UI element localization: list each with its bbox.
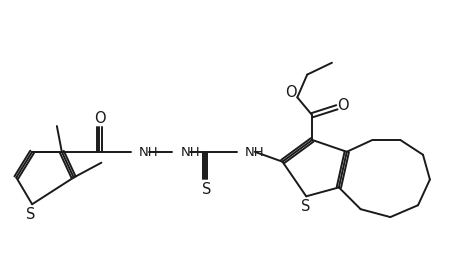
Text: O: O (286, 85, 297, 100)
Text: S: S (27, 207, 36, 221)
Text: NH: NH (139, 146, 158, 159)
Text: NH: NH (180, 146, 200, 159)
Text: O: O (95, 111, 106, 126)
Text: S: S (301, 199, 310, 214)
Text: O: O (337, 98, 349, 113)
Text: S: S (202, 182, 211, 197)
Text: NH: NH (245, 146, 265, 159)
